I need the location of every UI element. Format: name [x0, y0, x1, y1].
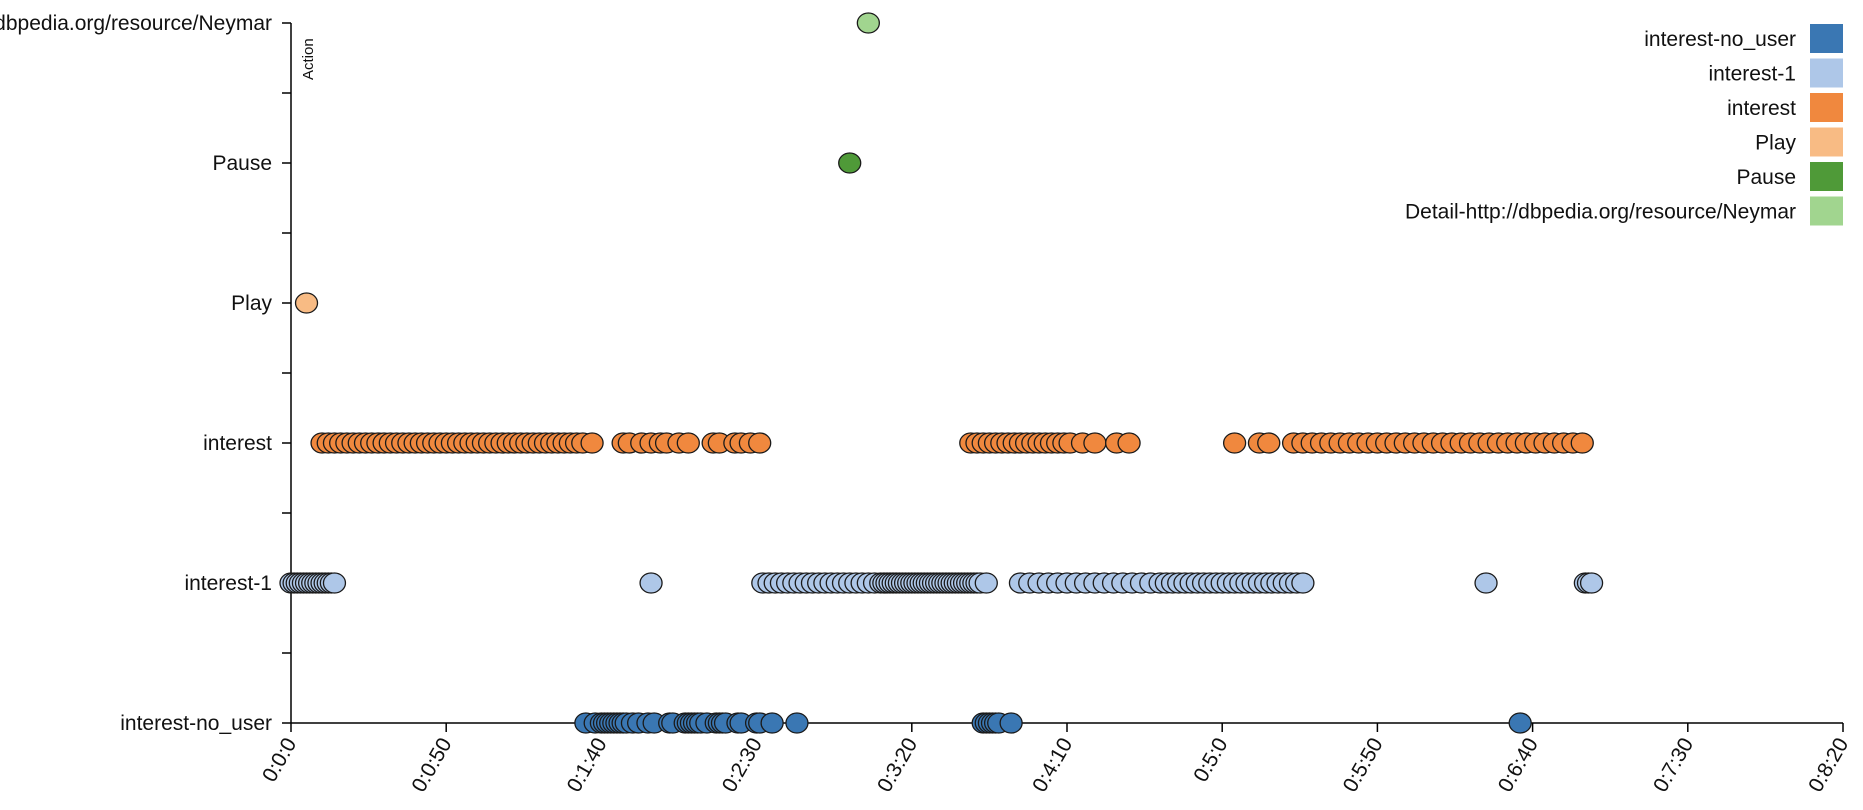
y-tick-label: Detail-http://dbpedia.org/resource/Neyma… — [0, 12, 272, 35]
legend: interest-no_user interest-1 interest Play Pa… — [1405, 24, 1843, 226]
y-tick-label: interest — [203, 432, 272, 455]
legend-swatch — [1810, 162, 1843, 191]
x-tick-label: 0:0:50 — [407, 734, 456, 796]
data-point — [856, 12, 880, 34]
x-tick-label: 0:2:30 — [718, 734, 767, 796]
data-point — [676, 432, 700, 454]
legend-label: Detail-http://dbpedia.org/resource/Neyma… — [1405, 201, 1796, 224]
x-axis: 0:0:0 0:0:50 0:1:40 0:2:30 0:3:20 0:4:10 0:5:0… — [258, 722, 1853, 796]
x-tick-label: 0:1:40 — [563, 734, 612, 796]
x-tick-label: 0:4:10 — [1028, 734, 1077, 796]
legend-label: Pause — [1736, 166, 1796, 189]
y-axis: interest-no_user interest-1 interest Play Pa… — [0, 12, 292, 735]
y-axis-title: Action — [300, 38, 317, 80]
x-tick-label: 0:0:0 — [258, 734, 301, 786]
x-tick-label: 0:5:50 — [1339, 734, 1388, 796]
data-point — [1570, 432, 1594, 454]
legend-label: interest — [1727, 97, 1796, 120]
legend-label: interest-no_user — [1644, 28, 1796, 51]
x-tick-label: 0:6:40 — [1494, 734, 1543, 796]
y-tick-label: interest-1 — [184, 572, 272, 595]
x-tick-label: 0:7:30 — [1649, 734, 1698, 796]
data-point — [974, 572, 998, 594]
legend-label: Play — [1755, 132, 1796, 155]
y-tick-label: Play — [231, 292, 272, 315]
x-tick-label: 0:5:0 — [1189, 734, 1232, 786]
data-point — [322, 572, 347, 594]
data-point — [294, 292, 319, 314]
data-point — [760, 712, 784, 734]
data-point — [838, 152, 862, 174]
data-point — [748, 432, 772, 454]
legend-swatch — [1810, 93, 1843, 122]
data-point — [1257, 432, 1281, 454]
data-point — [1579, 572, 1604, 594]
data-point — [1117, 432, 1141, 454]
x-tick-label: 0:8:20 — [1804, 734, 1853, 796]
data-point — [580, 432, 604, 454]
legend-swatch — [1810, 24, 1843, 53]
y-tick-label: Pause — [212, 152, 272, 175]
data-point — [1291, 572, 1315, 594]
data-point — [1508, 712, 1532, 734]
legend-swatch — [1810, 196, 1843, 226]
data-point — [1222, 432, 1247, 454]
data-point — [639, 572, 663, 594]
legend-label: interest-1 — [1708, 63, 1796, 86]
data-point — [999, 712, 1023, 734]
legend-swatch — [1810, 58, 1843, 88]
data-point — [1083, 432, 1107, 454]
x-tick-label: 0:3:20 — [873, 734, 922, 796]
y-tick-label: interest-no_user — [120, 712, 272, 735]
data-points — [279, 12, 1604, 734]
legend-swatch — [1810, 127, 1843, 157]
data-point — [1474, 572, 1498, 594]
data-point — [785, 712, 809, 734]
